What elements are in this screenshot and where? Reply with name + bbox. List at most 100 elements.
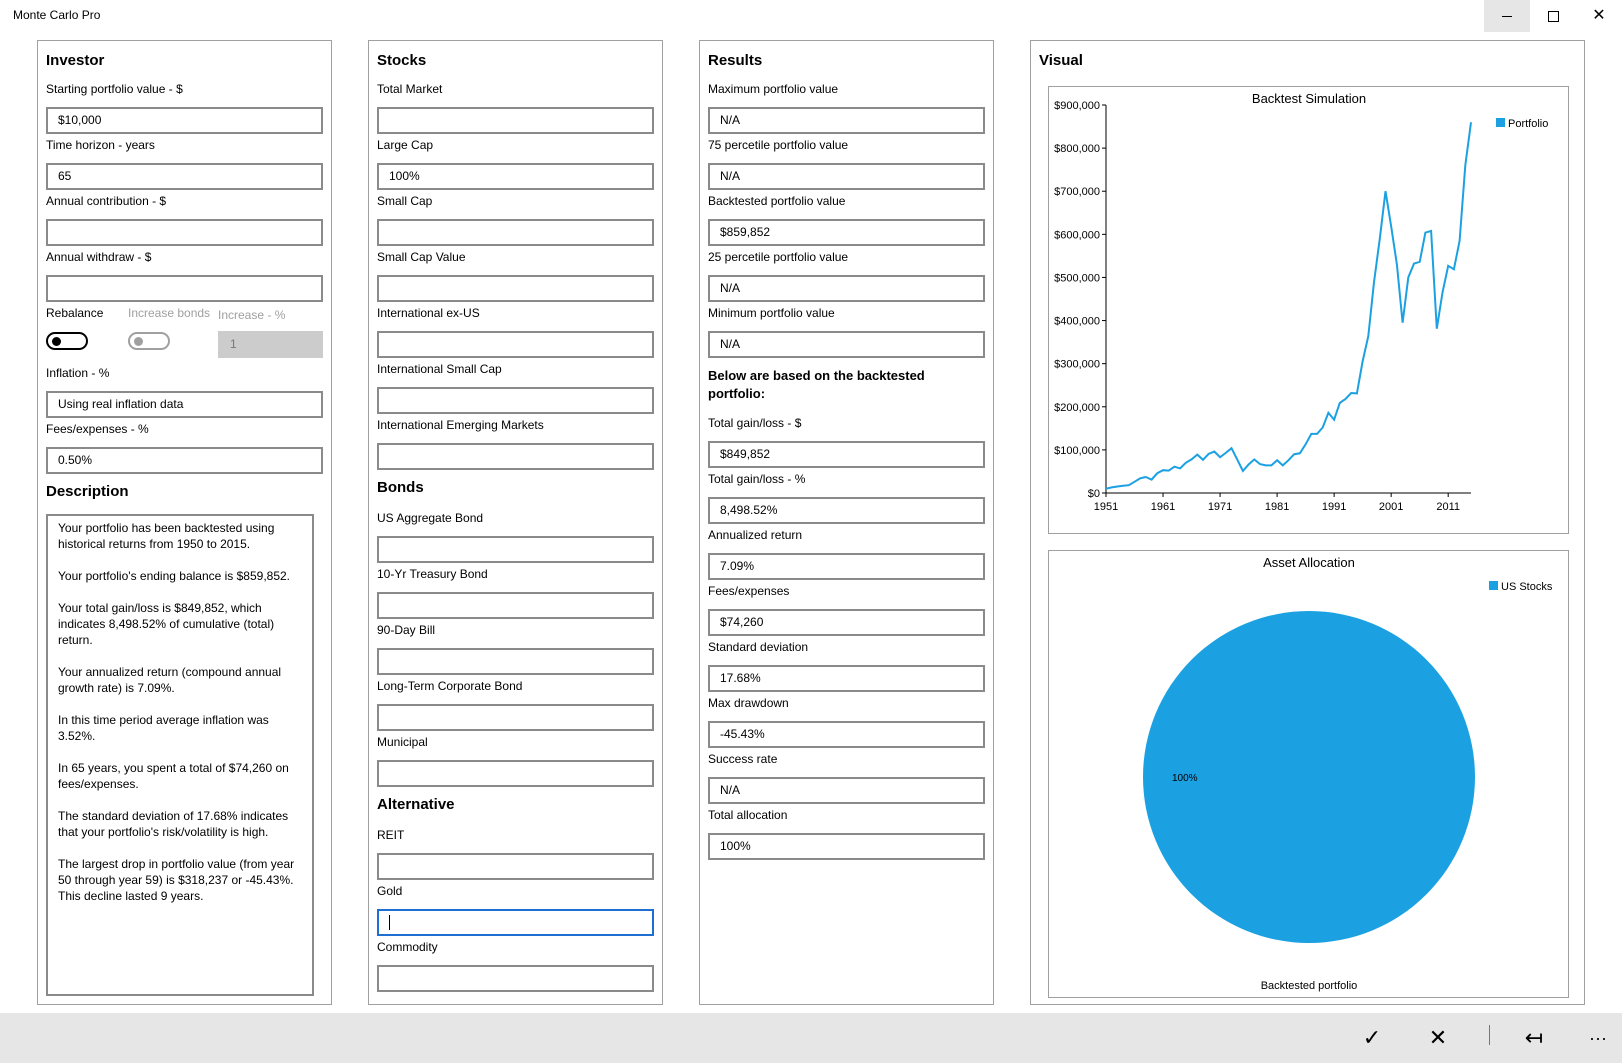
y-tick-label: $400,000	[1054, 316, 1100, 328]
aggregate-bond-label: US Aggregate Bond	[377, 511, 484, 525]
close-icon: ✕	[1592, 7, 1606, 24]
x-tick-label: 2001	[1379, 501, 1403, 513]
back-button[interactable]: ↤	[1510, 1013, 1558, 1063]
increase-percent-input[interactable]: 1	[218, 331, 323, 358]
treasury-bond-label: 10-Yr Treasury Bond	[377, 567, 488, 581]
total-gain-pct-field[interactable]: 8,498.52%	[708, 497, 985, 524]
international-label: International ex-US	[377, 306, 480, 320]
max-value-field[interactable]: N/A	[708, 107, 985, 134]
description-line: The largest drop in portfolio value (fro…	[58, 857, 295, 903]
fees-expenses-field[interactable]: $74,260	[708, 609, 985, 636]
chart-caption: Backtested portfolio	[1261, 980, 1358, 992]
max-value-label: Maximum portfolio value	[708, 82, 839, 96]
investor-panel: Investor Starting portfolio value - $ $1…	[37, 40, 332, 1005]
more-icon: ···	[1589, 1027, 1607, 1048]
accept-button[interactable]: ✓	[1348, 1013, 1396, 1063]
max-drawdown-field[interactable]: -45.43%	[708, 721, 985, 748]
standard-deviation-field[interactable]: 17.68%	[708, 665, 985, 692]
minimize-button[interactable]	[1484, 0, 1530, 32]
min-value-field[interactable]: N/A	[708, 331, 985, 358]
large-cap-label: Large Cap	[377, 138, 434, 152]
bonds-title: Bonds	[377, 479, 424, 496]
more-button[interactable]: ···	[1574, 1013, 1622, 1063]
allocation-chart: Asset Allocation US Stocks 100% Backtest…	[1048, 550, 1569, 998]
legend-swatch-us-stocks	[1489, 581, 1498, 590]
x-tick-label: 1961	[1151, 501, 1175, 513]
close-icon: ✕	[1428, 1025, 1448, 1050]
large-cap-input[interactable]: 100%	[377, 163, 654, 190]
p25-value-field[interactable]: N/A	[708, 275, 985, 302]
chart-title: Backtest Simulation	[1252, 91, 1366, 106]
fees-expenses-label: Fees/expenses	[708, 584, 790, 598]
check-icon: ✓	[1362, 1025, 1382, 1050]
commodity-input[interactable]	[377, 965, 654, 992]
emerging-markets-label: International Emerging Markets	[377, 418, 544, 432]
total-market-label: Total Market	[377, 82, 443, 96]
close-button[interactable]: ✕	[1576, 0, 1622, 32]
total-gain-field[interactable]: $849,852	[708, 441, 985, 468]
allocation-chart-svg: Asset Allocation US Stocks 100% Backtest…	[1143, 555, 1553, 992]
rebalance-toggle[interactable]	[46, 332, 88, 350]
corporate-bond-input[interactable]	[377, 704, 654, 731]
small-cap-input[interactable]	[377, 219, 654, 246]
backtested-value-field[interactable]: $859,852	[708, 219, 985, 246]
p25-value-label: 25 percetile portfolio value	[708, 250, 849, 264]
small-cap-value-input[interactable]	[377, 275, 654, 302]
description-line: The standard deviation of 17.68% indicat…	[58, 809, 289, 839]
pie-slice-us-stocks	[1143, 611, 1475, 943]
emerging-markets-input[interactable]	[377, 443, 654, 470]
visual-panel: Visual Backtest Simulation $0 $100,000 $20…	[1030, 40, 1585, 1005]
description-box[interactable]: Your portfolio has been backtested using…	[46, 514, 314, 996]
total-market-input[interactable]	[377, 107, 654, 134]
series-line-portfolio	[1105, 122, 1472, 490]
commodity-label: Commodity	[377, 940, 438, 954]
annual-withdraw-input[interactable]	[46, 275, 323, 302]
reit-input[interactable]	[377, 853, 654, 880]
results-title: Results	[708, 52, 763, 69]
success-rate-field[interactable]: N/A	[708, 777, 985, 804]
fees-input[interactable]: 0.50%	[46, 447, 323, 474]
x-tick-label: 1981	[1265, 501, 1289, 513]
alternative-title: Alternative	[377, 796, 455, 813]
description-line: Your portfolio's ending balance is $859,…	[58, 569, 291, 583]
command-bar: ✓ ✕ ↤ ···	[0, 1013, 1622, 1063]
gold-label: Gold	[377, 884, 403, 898]
inflation-input[interactable]: Using real inflation data	[46, 391, 323, 418]
day-bill-label: 90-Day Bill	[377, 623, 436, 637]
annual-withdraw-label: Annual withdraw - $	[46, 250, 152, 264]
starting-portfolio-label: Starting portfolio value - $	[46, 82, 183, 96]
backtested-value-label: Backtested portfolio value	[708, 194, 846, 208]
day-bill-input[interactable]	[377, 648, 654, 675]
backtest-chart: Backtest Simulation $0 $100,000 $200,000 $3…	[1048, 86, 1569, 534]
maximize-button[interactable]	[1530, 0, 1576, 32]
annualized-return-field[interactable]: 7.09%	[708, 553, 985, 580]
cancel-button[interactable]: ✕	[1414, 1013, 1462, 1063]
international-input[interactable]	[377, 331, 654, 358]
standard-deviation-label: Standard deviation	[708, 640, 809, 654]
total-allocation-field[interactable]: 100%	[708, 833, 985, 860]
international-small-cap-input[interactable]	[377, 387, 654, 414]
municipal-input[interactable]	[377, 760, 654, 787]
total-allocation-label: Total allocation	[708, 808, 788, 822]
treasury-bond-input[interactable]	[377, 592, 654, 619]
increase-bonds-toggle[interactable]	[128, 332, 170, 350]
app-title: Monte Carlo Pro	[13, 8, 101, 22]
annualized-return-label: Annualized return	[708, 528, 803, 542]
y-tick-label: $100,000	[1054, 445, 1100, 457]
total-gain-pct-label: Total gain/loss - %	[708, 472, 806, 486]
annual-contribution-label: Annual contribution - $	[46, 194, 167, 208]
starting-portfolio-input[interactable]: $10,000	[46, 107, 323, 134]
annual-contribution-input[interactable]	[46, 219, 323, 246]
time-horizon-input[interactable]: 65	[46, 163, 323, 190]
reit-label: REIT	[377, 828, 405, 842]
arrow-left-icon: ↤	[1524, 1025, 1544, 1050]
corporate-bond-label: Long-Term Corporate Bond	[377, 679, 523, 693]
x-tick-label: 1951	[1094, 501, 1118, 513]
maximize-icon	[1547, 10, 1559, 22]
aggregate-bond-input[interactable]	[377, 536, 654, 563]
y-tick-label: $900,000	[1054, 100, 1100, 112]
international-small-cap-label: International Small Cap	[377, 362, 502, 376]
p75-value-field[interactable]: N/A	[708, 163, 985, 190]
gold-input[interactable]	[377, 909, 654, 936]
p75-value-label: 75 percetile portfolio value	[708, 138, 849, 152]
